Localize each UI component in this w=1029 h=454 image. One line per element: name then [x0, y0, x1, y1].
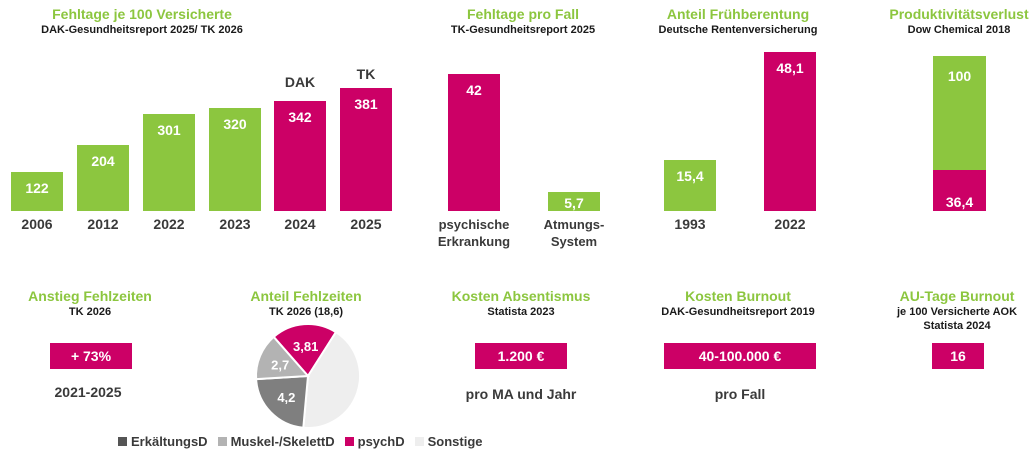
kpi-burnout-title: Kosten Burnout — [685, 288, 791, 304]
chart1-value-label: 320 — [223, 116, 247, 132]
pie-slice-muskelskelettd — [255, 335, 311, 381]
chart1-annotation-dak: DAK — [284, 74, 316, 90]
chart3-category-label: 1993 — [674, 216, 706, 232]
chart3-subtitle: Deutsche Rentenversicherung — [658, 24, 818, 36]
chart2-category-line: System — [550, 234, 598, 249]
chart1-bar: 122 — [11, 172, 63, 211]
chart2-category-line: Erkrankung — [437, 234, 511, 249]
legend-item: ErkältungsD — [118, 434, 208, 449]
pie-value-label: 3,81 — [293, 339, 318, 354]
legend-swatch — [414, 437, 424, 446]
chart1-category-label: 2012 — [87, 216, 119, 232]
legend-item: Muskel-/SkelettD — [217, 434, 335, 449]
kpi-burnout-caption: pro Fall — [714, 386, 766, 402]
pie-title: Anteil Fehlzeiten — [250, 288, 362, 304]
chart4-segment: 100 — [933, 56, 986, 170]
kpi-au-subtitle-1: je 100 Versicherte AOK — [896, 306, 1018, 318]
chart1-bar: 204 — [77, 145, 129, 211]
chart1-value-label: 342 — [288, 109, 312, 125]
chart1-value-label: 381 — [354, 96, 378, 112]
kpi-absentismus-value: 1.200 € — [475, 343, 567, 369]
pie-value-label: 4,2 — [277, 390, 295, 405]
legend-item: psychD — [344, 434, 405, 449]
chart3-value-label: 15,4 — [676, 168, 704, 184]
chart4-value-label: 36,4 — [945, 194, 974, 210]
chart3-bar: 15,4 — [664, 160, 716, 211]
kpi-anstieg-value: + 73% — [50, 343, 132, 369]
chart3-bar: 48,1 — [764, 52, 816, 211]
chart2-bar: 42 — [448, 74, 500, 211]
chart1-bar: 301 — [143, 114, 195, 211]
chart1-category-label: 2006 — [21, 216, 53, 232]
kpi-anstieg-subtitle: TK 2026 — [68, 306, 112, 318]
kpi-au-subtitle-2: Statista 2024 — [923, 320, 991, 332]
pie-slice-erkltungsd — [255, 374, 310, 429]
kpi-absentismus-subtitle: Statista 2023 — [487, 306, 555, 318]
legend-swatch — [118, 437, 127, 446]
chart2-subtitle: TK-Gesundheitsreport 2025 — [450, 24, 596, 36]
pie-subtitle: TK 2026 (18,6) — [269, 306, 343, 318]
chart1-category-label: 2024 — [284, 216, 316, 232]
chart2-value-label: 5,7 — [564, 195, 584, 211]
chart1-category-label: 2023 — [219, 216, 251, 232]
chart1-annotation-tk: TK — [356, 66, 376, 82]
chart4-subtitle: Dow Chemical 2018 — [907, 24, 1011, 36]
legend-label: psychD — [357, 434, 405, 449]
chart2-category-label: psychische Erkrankung — [438, 216, 510, 250]
pie-legend: ErkältungsD Muskel-/SkelettD psychD Sonstig… — [118, 433, 493, 451]
chart2-category-line: Atmungs- — [543, 217, 605, 232]
pie-value-label: 2,7 — [271, 357, 289, 372]
kpi-absentismus-title: Kosten Absentismus — [451, 288, 591, 304]
kpi-anstieg-caption: 2021-2025 — [54, 384, 122, 400]
chart3-title: Anteil Frühberentung — [666, 6, 810, 22]
chart1-bar: 342 — [274, 101, 326, 211]
pie-slice-psychd — [272, 323, 338, 378]
chart1-bar: 320 — [209, 108, 261, 211]
chart4-segment: 36,4 — [933, 170, 986, 211]
chart2-title: Fehltage pro Fall — [466, 6, 580, 22]
legend-label: ErkältungsD — [131, 434, 208, 449]
chart1-value-label: 204 — [91, 153, 115, 169]
chart1-value-label: 122 — [25, 180, 49, 196]
legend-swatch — [344, 437, 354, 446]
chart1-subtitle: DAK-Gesundheitsreport 2025/ TK 2026 — [41, 24, 243, 36]
chart4-title: Produktivitätsverlust — [889, 6, 1029, 22]
chart1-bar: 381 — [340, 88, 392, 211]
chart2-bar: 5,7 — [548, 192, 600, 211]
legend-label: Muskel-/SkelettD — [230, 434, 335, 449]
chart3-value-label: 48,1 — [776, 60, 804, 76]
chart1-category-label: 2022 — [153, 216, 185, 232]
chart2-category-label: Atmungs- System — [544, 216, 605, 250]
chart4-value-label: 100 — [947, 68, 972, 84]
chart3-category-label: 2022 — [774, 216, 806, 232]
kpi-anstieg-title: Anstieg Fehlzeiten — [28, 288, 152, 304]
legend-label: Sonstige — [427, 434, 483, 449]
legend-item: Sonstige — [414, 434, 483, 449]
kpi-au-value: 16 — [932, 343, 984, 369]
chart1-category-label: 2025 — [350, 216, 382, 232]
kpi-au-title: AU-Tage Burnout — [899, 288, 1015, 304]
pie-chart: 3,81 4,2 2,7 — [255, 323, 361, 429]
legend-swatch — [217, 437, 227, 446]
pie-slice-sonstige — [302, 330, 361, 429]
kpi-burnout-value: 40-100.000 € — [664, 343, 816, 369]
chart1-title: Fehltage je 100 Versicherte — [52, 6, 232, 22]
chart1-value-label: 301 — [157, 122, 181, 138]
chart2-category-line: psychische — [438, 217, 510, 232]
kpi-absentismus-caption: pro MA und Jahr — [465, 386, 577, 402]
kpi-burnout-subtitle: DAK-Gesundheitsreport 2019 — [661, 306, 815, 318]
chart2-value-label: 42 — [466, 82, 482, 98]
